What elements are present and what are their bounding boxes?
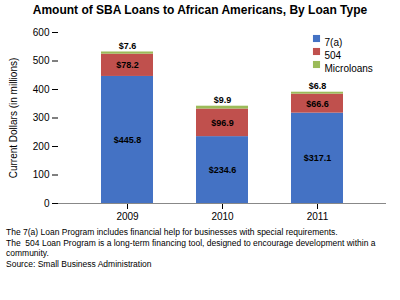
svg-text:200: 200 bbox=[33, 141, 50, 152]
svg-text:0: 0 bbox=[44, 198, 50, 209]
svg-text:$7.6: $7.6 bbox=[119, 41, 137, 51]
svg-text:$445.8: $445.8 bbox=[114, 135, 142, 145]
svg-text:2009: 2009 bbox=[116, 211, 139, 222]
svg-text:$66.6: $66.6 bbox=[306, 99, 329, 109]
svg-text:$96.9: $96.9 bbox=[211, 118, 234, 128]
svg-text:$9.9: $9.9 bbox=[214, 95, 232, 105]
svg-text:100: 100 bbox=[33, 169, 50, 180]
svg-text:600: 600 bbox=[33, 27, 50, 38]
svg-text:2011: 2011 bbox=[307, 211, 329, 222]
svg-text:504: 504 bbox=[325, 50, 342, 61]
svg-text:$317.1: $317.1 bbox=[304, 153, 332, 163]
html-text:Source: Small Business Adminis: Source: Small Business Administration bbox=[6, 259, 152, 269]
svg-text:300: 300 bbox=[33, 112, 50, 123]
html-text:Amount of SBA Loans to African: Amount of SBA Loans to African Americans… bbox=[32, 3, 368, 17]
html-text:The 504 Loan Program is a long: The 504 Loan Program is a long-term fina… bbox=[6, 238, 378, 258]
svg-text:400: 400 bbox=[33, 84, 50, 95]
svg-text:500: 500 bbox=[33, 55, 50, 66]
svg-text:$78.2: $78.2 bbox=[116, 60, 139, 70]
svg-text:2010: 2010 bbox=[211, 211, 234, 222]
svg-text:Microloans: Microloans bbox=[325, 63, 373, 74]
html-text:The 7(a) Loan Program includes: The 7(a) Loan Program includes financial… bbox=[6, 227, 338, 237]
svg-text:Current Dollars (in millions): Current Dollars (in millions) bbox=[8, 58, 19, 179]
svg-text:$6.8: $6.8 bbox=[309, 81, 327, 91]
svg-text:7(a): 7(a) bbox=[325, 37, 343, 48]
svg-text:$234.6: $234.6 bbox=[209, 165, 237, 175]
